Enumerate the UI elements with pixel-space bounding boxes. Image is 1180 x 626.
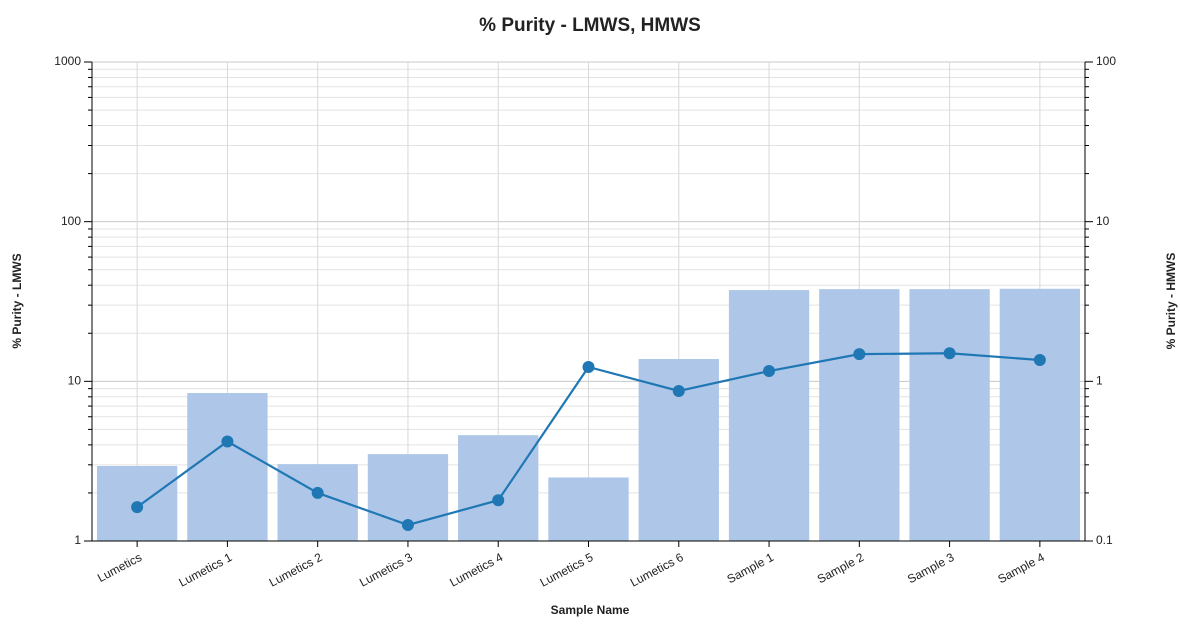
point xyxy=(1033,354,1046,367)
point xyxy=(221,435,234,448)
x-tick-label: Lumetics 3 xyxy=(357,550,415,590)
point xyxy=(763,365,776,378)
x-tick-label: Sample 3 xyxy=(905,550,957,586)
point xyxy=(311,486,324,499)
y2-tick-label: 100 xyxy=(1096,54,1116,68)
bar xyxy=(728,290,810,541)
bar xyxy=(458,435,539,541)
y-tick-label: 1 xyxy=(74,533,81,547)
x-tick-label: Lumetics 4 xyxy=(447,550,505,590)
x-tick-label: Sample 1 xyxy=(725,550,777,586)
point xyxy=(401,518,414,531)
bar xyxy=(548,477,629,541)
y-tick-label: 100 xyxy=(61,214,81,228)
x-tick-label: Lumetics 5 xyxy=(538,550,596,590)
point xyxy=(492,494,505,507)
point xyxy=(131,501,144,514)
x-tick-label: Lumetics 2 xyxy=(267,550,325,590)
x-tick-label: Sample 4 xyxy=(995,550,1047,586)
y-tick-label: 10 xyxy=(68,374,82,388)
chart-title: % Purity - LMWS, HMWS xyxy=(479,15,701,36)
point xyxy=(582,360,595,373)
x-tick-label: Lumetics 1 xyxy=(176,550,234,590)
y2-tick-label: 10 xyxy=(1096,214,1110,228)
bar xyxy=(187,393,268,541)
y-tick-label: 1000 xyxy=(54,54,81,68)
y2-tick-label: 0.1 xyxy=(1096,533,1113,547)
bar xyxy=(819,289,900,541)
y-axis-title: % Purity - LMWS xyxy=(10,253,24,348)
bar xyxy=(999,288,1081,541)
x-tick-label: Lumetics xyxy=(95,550,144,585)
x-axis-title: Sample Name xyxy=(551,603,630,617)
bar xyxy=(909,289,990,541)
y2-tick-label: 1 xyxy=(1096,374,1103,388)
x-tick-label: Sample 2 xyxy=(815,550,867,586)
x-tick-label: Lumetics 6 xyxy=(628,550,686,590)
point xyxy=(943,347,956,360)
y2-axis-title: % Purity - HMWS xyxy=(1164,253,1178,350)
point xyxy=(853,348,866,361)
point xyxy=(672,384,685,397)
